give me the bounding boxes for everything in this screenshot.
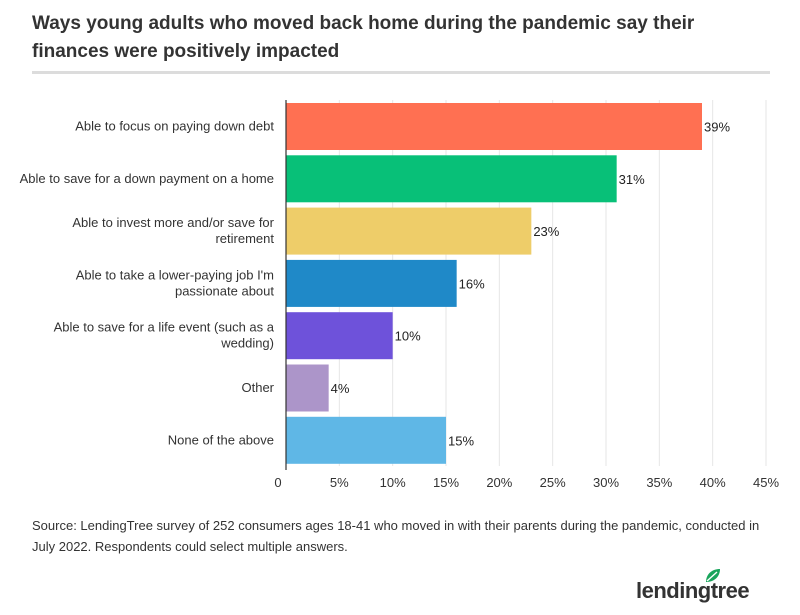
category-label: Able to save for a down payment on a hom… [20,171,274,186]
chart-title: Ways young adults who moved back home du… [32,13,695,62]
category-label: Able to focus on paying down debt [75,119,274,134]
x-tick-label: 10% [380,475,406,490]
lendingtree-logo: lendingtree [636,568,770,606]
bar-value-label: 23% [533,224,559,239]
bar [286,364,329,412]
bar-value-label: 31% [619,172,645,187]
category-labels: Able to focus on paying down debt Able to… [20,119,275,448]
bar [286,103,702,150]
x-axis-ticks: 0 5% 10% 15% 20% 25% 30% 35% 40% 45% [274,475,779,490]
x-tick-label: 45% [753,475,779,490]
leaf-icon [706,569,720,582]
x-tick-label: 20% [486,475,512,490]
bar-value-label: 39% [704,120,730,135]
bar-value-label: 10% [395,329,421,344]
bar-chart: 39% 31% 23% 16% 10% 4% 15% Able to focus on pa… [20,100,779,490]
category-label: None of the above [168,432,274,447]
bar-value-label: 4% [331,381,350,396]
category-label: Able to save for a life event (such as a… [54,320,275,351]
category-label: Other [241,380,274,395]
x-tick-label: 30% [593,475,619,490]
x-tick-label: 15% [433,475,459,490]
title-divider [32,71,770,74]
bar [286,416,446,464]
category-label: Able to take a lower-paying job I'm passi… [76,267,275,298]
source-note: Source: LendingTree survey of 252 consum… [32,518,760,554]
category-label: Able to invest more and/or save for retir… [72,215,274,246]
bar [286,312,393,360]
bar [286,259,457,307]
x-tick-label: 35% [646,475,672,490]
x-tick-label: 25% [540,475,566,490]
bar [286,155,617,203]
x-tick-label: 40% [700,475,726,490]
bar [286,207,532,255]
x-tick-label: 0 [274,475,281,490]
bar-value-label: 16% [459,276,485,291]
logo-wordmark: lendingtree [636,578,750,603]
bars: 39% 31% 23% 16% 10% 4% 15% [286,103,730,464]
bar-value-label: 15% [448,433,474,448]
x-tick-label: 5% [330,475,349,490]
